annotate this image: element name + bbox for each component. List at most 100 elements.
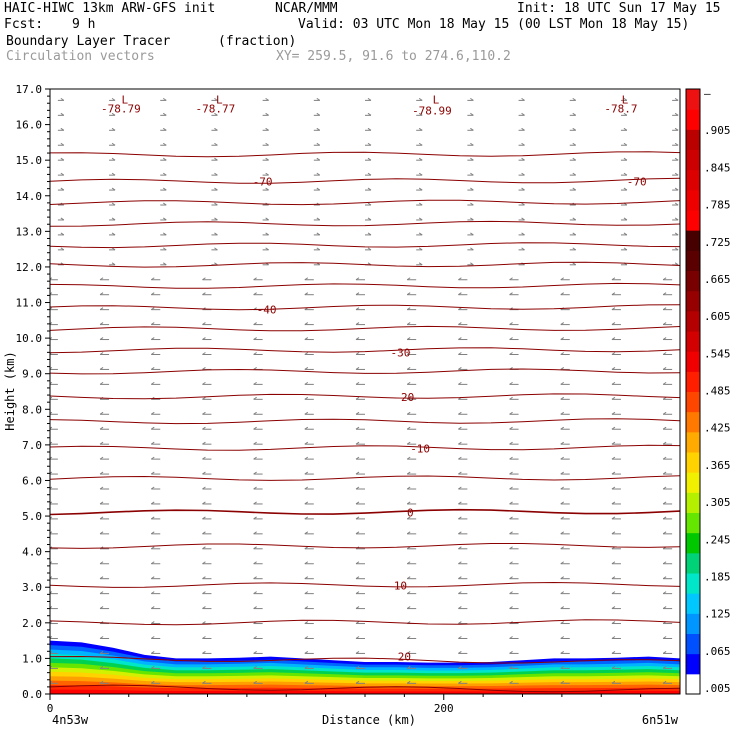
y-tick-label: 15.0 [16, 154, 43, 167]
vector-arrow-head [253, 292, 257, 296]
vector-arrow-head [458, 606, 462, 610]
field-name: Boundary Layer Tracer [6, 34, 171, 49]
contour-label: 20 [398, 651, 411, 664]
vector-arrow-head [150, 456, 155, 460]
vector-arrow-head [662, 352, 667, 355]
vector-arrow-head [560, 426, 565, 430]
vector-arrow-head [406, 561, 411, 565]
vector-arrow-head [611, 606, 616, 610]
vector-arrow-head [99, 411, 104, 415]
vector-arrow-head [572, 262, 577, 266]
vector-arrow-head [572, 142, 577, 146]
vector-arrow-head [111, 172, 116, 176]
vector-arrow-head [521, 97, 525, 101]
colorbar: .005 .065 .125 .185 .245 .305 .365 .425 .485 .545… [685, 87, 731, 695]
vector-arrow-head [367, 112, 372, 116]
vector-arrow-head [509, 591, 513, 595]
vector-arrow-head [253, 456, 257, 460]
contour-line [50, 508, 680, 516]
vector-arrow-head [611, 456, 616, 460]
vector-arrow-head [355, 516, 360, 520]
colorbar-swatch [686, 452, 700, 473]
vector-arrow-head [99, 651, 104, 654]
vector-arrow-head [674, 187, 679, 191]
vector-arrow-head [162, 217, 167, 221]
vector-arrow-head [509, 381, 513, 385]
vector-arrow-head [406, 636, 411, 639]
vector-arrow-head [470, 187, 474, 191]
vector-arrow-head [304, 651, 309, 654]
vector-arrow-head [111, 112, 116, 116]
vector-arrow-head [202, 576, 206, 580]
vector-arrow-head [304, 546, 309, 550]
vector-arrow-head [355, 501, 360, 505]
vector-arrow-head [355, 665, 360, 669]
vector-arrow-head [202, 561, 206, 565]
x-start-label: 4n53w [52, 713, 89, 727]
model-title: HAIC-HIWC 13km ARW-GFS init [4, 1, 216, 16]
vector-arrow-head [560, 651, 565, 654]
vector-arrow-head [509, 651, 513, 654]
vector-arrow-head [111, 217, 116, 221]
vector-arrow-head [99, 381, 104, 385]
vector-arrow-head [60, 157, 65, 161]
vector-arrow-head [60, 187, 65, 191]
vector-arrow-head [99, 307, 104, 311]
vector-arrow-head [560, 486, 565, 490]
vector-arrow-head [150, 501, 155, 505]
contour-label: -40 [257, 304, 277, 317]
vector-arrow-head [458, 471, 462, 475]
vector-arrow-head [202, 606, 206, 610]
vector-arrow-head [418, 232, 423, 236]
contour-label: -78.77 [196, 103, 236, 116]
vector-arrow-head [509, 352, 513, 355]
vector-arrow-head [111, 97, 116, 101]
vector-arrow-head [253, 277, 257, 281]
vector-arrow-head [99, 516, 104, 520]
vector-arrow-head [674, 127, 679, 131]
vector-arrow-head [611, 680, 616, 684]
y-tick-label: 12.0 [16, 261, 43, 274]
colorbar-label: .125 [704, 608, 731, 621]
contour-label: -78.79 [101, 103, 141, 116]
vector-arrow-head [202, 426, 206, 430]
vector-arrow-head [367, 97, 372, 101]
vector-arrow-head [662, 381, 667, 385]
vector-arrow-head [406, 516, 411, 520]
vector-arrow-head [304, 471, 309, 475]
y-tick-label: 11.0 [16, 297, 43, 310]
vector-arrow-head [560, 396, 565, 400]
vector-arrow-head [99, 486, 104, 490]
vector-arrow-head [202, 411, 206, 415]
vector-arrow-head [60, 232, 65, 236]
vector-arrow-head [418, 247, 423, 251]
vector-arrow-head [611, 277, 616, 281]
vector-arrow-head [265, 217, 269, 221]
vector-arrow-head [150, 531, 155, 535]
vector-arrow-head [355, 486, 360, 490]
vector-arrow-head [265, 112, 269, 116]
vector-arrow-head [355, 426, 360, 430]
colorbar-swatch [686, 290, 700, 312]
vector-arrow-head [406, 531, 411, 535]
x-end-label: 6n51w [642, 713, 679, 727]
vector-arrow-head [611, 561, 616, 565]
contour-line [50, 444, 680, 451]
vector-arrow-head [111, 262, 116, 266]
vector-arrow-head [355, 621, 360, 624]
vector-arrow-head [674, 97, 679, 101]
vector-arrow-head [355, 456, 360, 460]
vector-arrow-head [662, 337, 667, 340]
vector-arrow-head [662, 277, 667, 281]
vector-arrow-head [662, 456, 667, 460]
vector-arrow-head [99, 561, 104, 565]
vector-arrow-head [662, 516, 667, 520]
vector-arrow-head [662, 636, 667, 639]
colorbar-label: .725 [704, 236, 731, 249]
vector-arrow-head [662, 591, 667, 595]
vector-arrow-head [150, 441, 155, 445]
vector-arrow-head [611, 396, 616, 400]
vector-arrow-head [623, 217, 628, 221]
vector-arrow-head [572, 172, 577, 176]
vector-arrow-head [202, 531, 206, 535]
